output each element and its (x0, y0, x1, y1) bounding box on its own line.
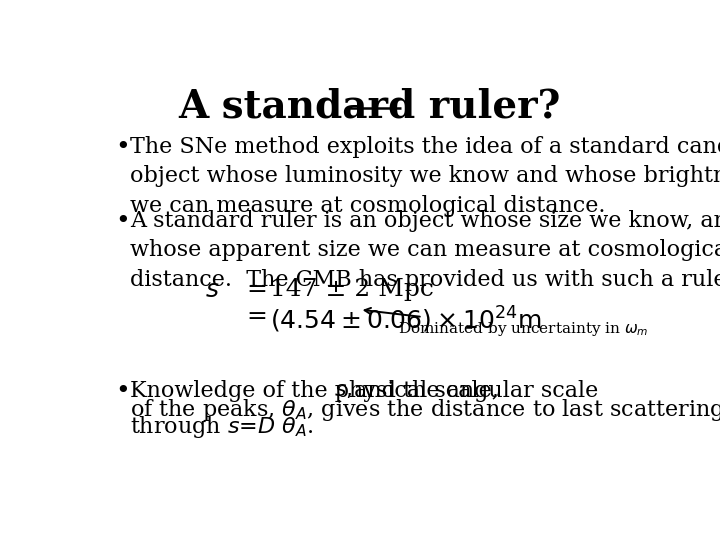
Text: •: • (114, 210, 130, 233)
Text: =: = (246, 305, 267, 328)
Text: •: • (114, 381, 130, 403)
Text: A standard ruler is an object whose size we know, and
whose apparent size we can: A standard ruler is an object whose size… (130, 210, 720, 291)
Text: and the angular scale: and the angular scale (347, 381, 598, 402)
Text: The SNe method exploits the idea of a standard candle: an
object whose luminosit: The SNe method exploits the idea of a st… (130, 136, 720, 217)
Text: through $s$=$D$ $\theta_{A}$.: through $s$=$D$ $\theta_{A}$. (130, 414, 314, 441)
Text: 147 ± 2 Mpc: 147 ± 2 Mpc (270, 278, 433, 301)
Text: •: • (114, 136, 130, 159)
Text: Knowledge of the physical scale,: Knowledge of the physical scale, (130, 381, 506, 402)
Text: $(4.54\pm0.06)\times10^{24}$m: $(4.54\pm0.06)\times10^{24}$m (270, 305, 541, 335)
Text: of the peaks, $\theta_{A}$, gives the distance to last scattering $D$: of the peaks, $\theta_{A}$, gives the di… (130, 397, 720, 423)
Text: A standard ruler?: A standard ruler? (178, 88, 560, 126)
Text: =: = (246, 278, 267, 301)
Text: $s,$: $s,$ (334, 381, 353, 401)
Text: $s$: $s$ (204, 278, 219, 302)
Text: Dominated by uncertainty in $\omega_{m}$: Dominated by uncertainty in $\omega_{m}$ (364, 308, 649, 338)
